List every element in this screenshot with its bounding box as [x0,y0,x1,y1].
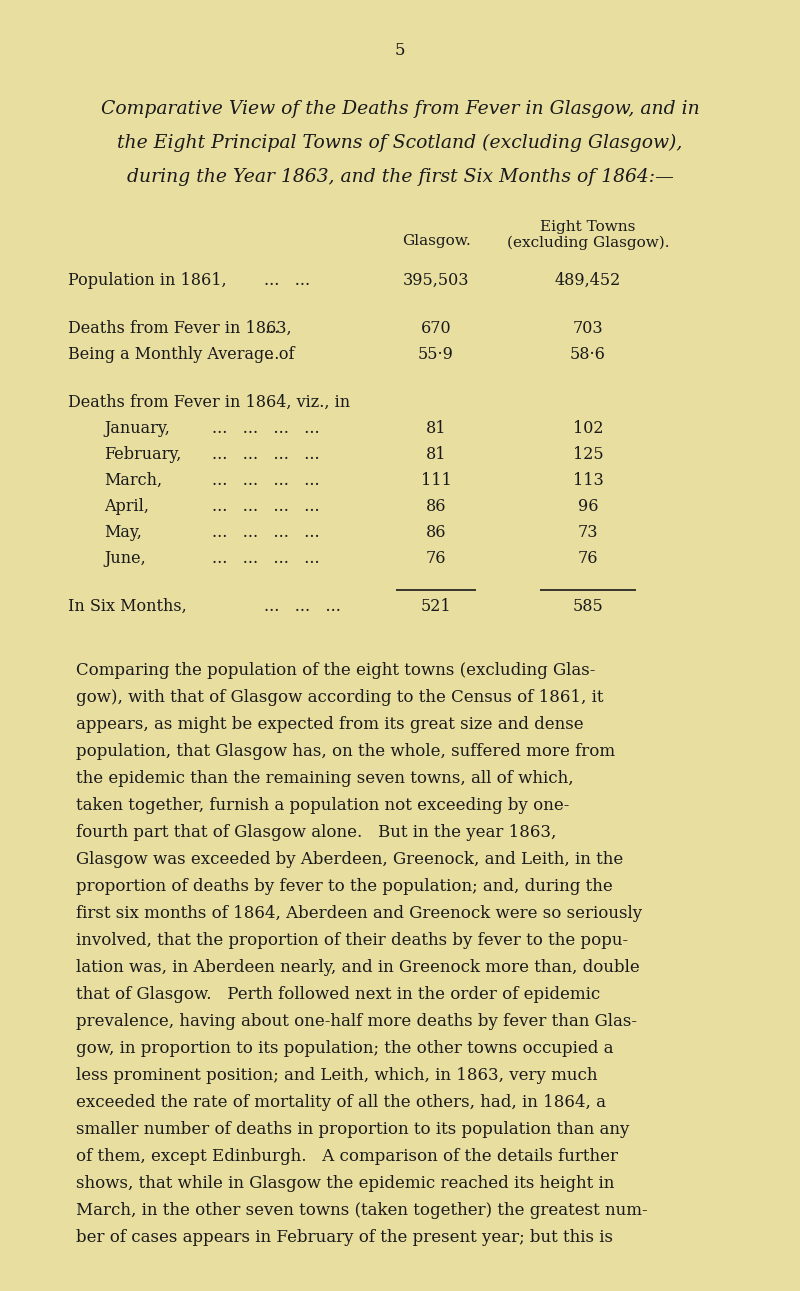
Text: 5: 5 [394,43,406,59]
Text: gow), with that of Glasgow according to the Census of 1861, it: gow), with that of Glasgow according to … [76,689,603,706]
Text: 96: 96 [578,498,598,515]
Text: 102: 102 [573,420,603,436]
Text: gow, in proportion to its population; the other towns occupied a: gow, in proportion to its population; th… [76,1041,614,1057]
Text: 585: 585 [573,598,603,615]
Text: during the Year 1863, and the first Six Months of 1864:—: during the Year 1863, and the first Six … [126,168,674,186]
Text: ...   ...   ...: ... ... ... [264,598,341,615]
Text: the epidemic than the remaining seven towns, all of which,: the epidemic than the remaining seven to… [76,769,574,788]
Text: 125: 125 [573,445,603,463]
Text: 76: 76 [426,550,446,567]
Text: 86: 86 [426,498,446,515]
Text: exceeded the rate of mortality of all the others, had, in 1864, a: exceeded the rate of mortality of all th… [76,1093,606,1112]
Text: Glasgow was exceeded by Aberdeen, Greenock, and Leith, in the: Glasgow was exceeded by Aberdeen, Greeno… [76,851,623,868]
Text: less prominent position; and Leith, which, in 1863, very much: less prominent position; and Leith, whic… [76,1066,598,1084]
Text: ...   ...   ...   ...: ... ... ... ... [212,498,320,515]
Text: February,: February, [104,445,182,463]
Text: Glasgow.: Glasgow. [402,234,470,248]
Text: population, that Glasgow has, on the whole, suffered more from: population, that Glasgow has, on the who… [76,744,615,760]
Text: January,: January, [104,420,170,436]
Text: that of Glasgow.   Perth followed next in the order of epidemic: that of Glasgow. Perth followed next in … [76,986,600,1003]
Text: 111: 111 [421,473,451,489]
Text: ...   ...   ...   ...: ... ... ... ... [212,524,320,541]
Text: fourth part that of Glasgow alone.   But in the year 1863,: fourth part that of Glasgow alone. But i… [76,824,556,840]
Text: proportion of deaths by fever to the population; and, during the: proportion of deaths by fever to the pop… [76,878,613,895]
Text: the Eight Principal Towns of Scotland (excluding Glasgow),: the Eight Principal Towns of Scotland (e… [118,134,682,152]
Text: 521: 521 [421,598,451,615]
Text: ...   ...: ... ... [264,272,310,289]
Text: ...   ...   ...   ...: ... ... ... ... [212,445,320,463]
Text: (excluding Glasgow).: (excluding Glasgow). [506,236,670,250]
Text: Being a Monthly Average of: Being a Monthly Average of [68,346,294,363]
Text: involved, that the proportion of their deaths by fever to the popu-: involved, that the proportion of their d… [76,932,628,949]
Text: 81: 81 [426,420,446,436]
Text: March,: March, [104,473,162,489]
Text: In Six Months,: In Six Months, [68,598,186,615]
Text: shows, that while in Glasgow the epidemic reached its height in: shows, that while in Glasgow the epidemi… [76,1175,614,1192]
Text: Eight Towns: Eight Towns [540,219,636,234]
Text: ...: ... [264,320,279,337]
Text: 670: 670 [421,320,451,337]
Text: 58·6: 58·6 [570,346,606,363]
Text: 73: 73 [578,524,598,541]
Text: 55·9: 55·9 [418,346,454,363]
Text: taken together, furnish a population not exceeding by one-: taken together, furnish a population not… [76,797,570,815]
Text: May,: May, [104,524,142,541]
Text: 489,452: 489,452 [555,272,621,289]
Text: of them, except Edinburgh.   A comparison of the details further: of them, except Edinburgh. A comparison … [76,1148,618,1164]
Text: Comparative View of the Deaths from Fever in Glasgow, and in: Comparative View of the Deaths from Feve… [101,99,699,117]
Text: Population in 1861,: Population in 1861, [68,272,226,289]
Text: 86: 86 [426,524,446,541]
Text: Deaths from Fever in 1863,: Deaths from Fever in 1863, [68,320,292,337]
Text: ...   ...   ...   ...: ... ... ... ... [212,550,320,567]
Text: 395,503: 395,503 [402,272,470,289]
Text: 76: 76 [578,550,598,567]
Text: prevalence, having about one-half more deaths by fever than Glas-: prevalence, having about one-half more d… [76,1013,637,1030]
Text: appears, as might be expected from its great size and dense: appears, as might be expected from its g… [76,717,584,733]
Text: ...: ... [264,346,279,363]
Text: March, in the other seven towns (taken together) the greatest num-: March, in the other seven towns (taken t… [76,1202,648,1219]
Text: smaller number of deaths in proportion to its population than any: smaller number of deaths in proportion t… [76,1121,630,1137]
Text: first six months of 1864, Aberdeen and Greenock were so seriously: first six months of 1864, Aberdeen and G… [76,905,642,922]
Text: Comparing the population of the eight towns (excluding Glas-: Comparing the population of the eight to… [76,662,595,679]
Text: ber of cases appears in February of the present year; but this is: ber of cases appears in February of the … [76,1229,613,1246]
Text: 703: 703 [573,320,603,337]
Text: ...   ...   ...   ...: ... ... ... ... [212,420,320,436]
Text: lation was, in Aberdeen nearly, and in Greenock more than, double: lation was, in Aberdeen nearly, and in G… [76,959,640,976]
Text: June,: June, [104,550,146,567]
Text: Deaths from Fever in 1864, viz., in: Deaths from Fever in 1864, viz., in [68,394,350,411]
Text: 81: 81 [426,445,446,463]
Text: ...   ...   ...   ...: ... ... ... ... [212,473,320,489]
Text: April,: April, [104,498,149,515]
Text: 113: 113 [573,473,603,489]
